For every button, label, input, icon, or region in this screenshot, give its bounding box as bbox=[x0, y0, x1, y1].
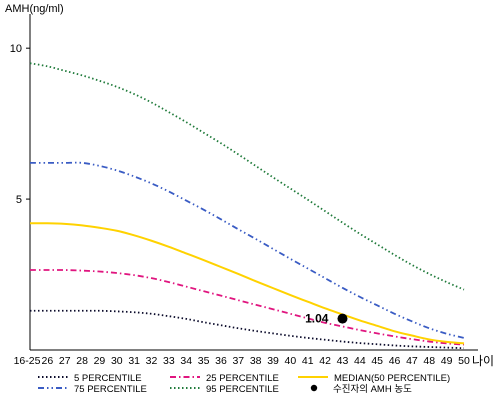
x-tick-label: 32 bbox=[146, 355, 158, 367]
legend-label: 수진자의 AMH 농도 bbox=[333, 384, 412, 395]
x-tick-label: 37 bbox=[232, 355, 244, 367]
series-line-75-percentile bbox=[29, 161, 465, 339]
x-tick-label: 29 bbox=[94, 355, 106, 367]
legend-label: 5 PERCENTILE bbox=[74, 373, 142, 384]
x-tick-label: 48 bbox=[423, 355, 435, 367]
x-tick-label: 34 bbox=[180, 355, 192, 367]
x-axis-label: 나이 bbox=[472, 354, 494, 368]
y-tick-label: 10 bbox=[10, 43, 22, 55]
patient-amh-point bbox=[337, 313, 348, 324]
x-tick-label: 41 bbox=[302, 355, 314, 367]
y-axis-label: AMH(ng/ml) bbox=[5, 3, 64, 15]
legend-label: 25 PERCENTILE bbox=[206, 373, 279, 384]
legend-label: 95 PERCENTILE bbox=[206, 384, 279, 395]
x-tick-label: 44 bbox=[354, 355, 366, 367]
x-tick-label: 27 bbox=[59, 355, 71, 367]
x-tick-label: 47 bbox=[406, 355, 418, 367]
series-line-median-50-percentile bbox=[29, 222, 465, 345]
y-tick-label: 5 bbox=[16, 194, 22, 206]
x-tick-label: 33 bbox=[163, 355, 175, 367]
x-tick-label: 31 bbox=[128, 355, 140, 367]
x-tick-label: 36 bbox=[215, 355, 227, 367]
legend-marker-swatch bbox=[310, 384, 318, 392]
x-tick-label: 40 bbox=[285, 355, 297, 367]
x-tick-label: 45 bbox=[371, 355, 383, 367]
x-tick-label: 26 bbox=[42, 355, 54, 367]
x-tick-label: 38 bbox=[250, 355, 262, 367]
series-line-5-percentile bbox=[30, 309, 465, 350]
legend-label: MEDIAN(50 PERCENTILE) bbox=[334, 373, 450, 384]
x-tick-label: 46 bbox=[389, 355, 401, 367]
x-tick-label: 39 bbox=[267, 355, 279, 367]
x-tick-label: 28 bbox=[76, 355, 88, 367]
x-tick-label: 50 bbox=[458, 355, 470, 367]
series-line-25-percentile bbox=[30, 269, 465, 346]
x-tick-label: 43 bbox=[337, 355, 349, 367]
legend-label: 75 PERCENTILE bbox=[74, 384, 147, 395]
series-line-95-percentile bbox=[29, 62, 465, 291]
x-tick-label: 16-25 bbox=[14, 355, 41, 367]
patient-amh-label: 1.04 bbox=[305, 312, 329, 326]
x-tick-label: 30 bbox=[111, 355, 123, 367]
x-tick-label: 35 bbox=[198, 355, 210, 367]
x-tick-label: 49 bbox=[441, 355, 453, 367]
x-tick-label: 42 bbox=[319, 355, 331, 367]
